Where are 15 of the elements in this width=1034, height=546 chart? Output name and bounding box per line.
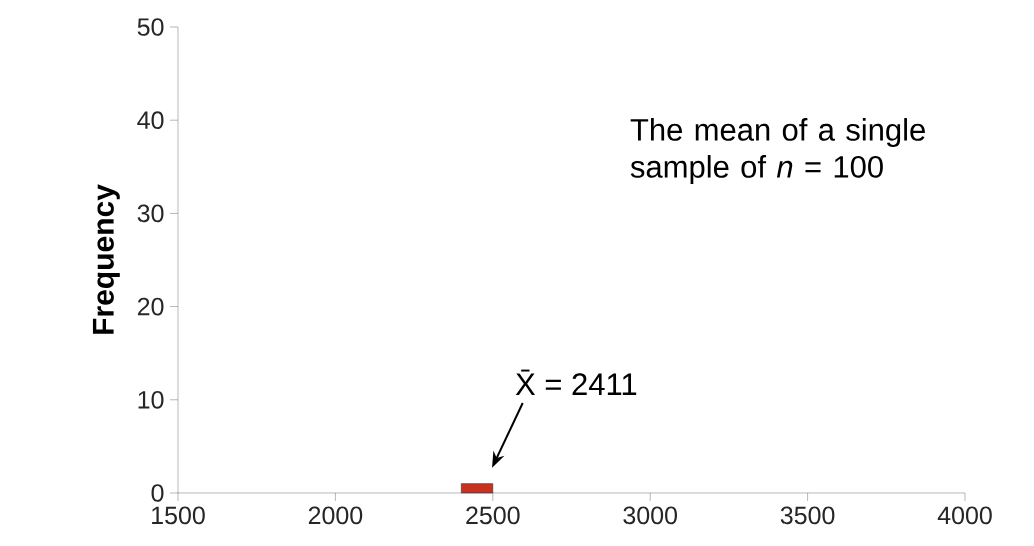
y-axis-title: Frequency xyxy=(92,184,120,334)
y-tick-label: 30 xyxy=(137,204,164,223)
y-tick-label: 10 xyxy=(138,390,164,409)
y-tick-label: 20 xyxy=(137,297,164,316)
x-tick-label: 2500 xyxy=(466,506,520,525)
x-tick-label: 3000 xyxy=(623,506,678,525)
x-tick-label: 4000 xyxy=(937,506,992,525)
y-tick-label: 50 xyxy=(137,18,164,36)
y-tick-label: 40 xyxy=(137,111,164,130)
x-tick-label: 1500 xyxy=(152,506,205,525)
y-tick-label: 0 xyxy=(151,484,164,502)
x-tick-label: 3500 xyxy=(780,506,835,525)
annotation: X̄ = 2411 xyxy=(515,369,637,395)
x-tick-label: 2000 xyxy=(308,506,363,525)
annotation: The mean of a single sample of n = 100 xyxy=(630,118,925,184)
